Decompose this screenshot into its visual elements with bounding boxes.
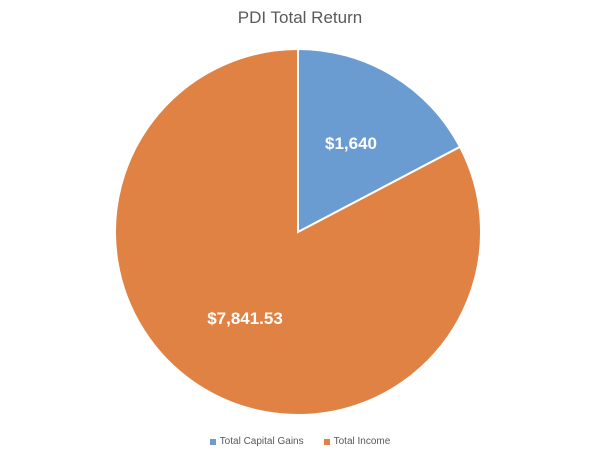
pie-slice-total-capital-gains [297,47,462,234]
legend-item-total-income: Total Income [323,436,391,447]
legend: Total Capital Gains Total Income [0,436,600,447]
data-label-total-income: $7,841.53 [207,309,283,328]
legend-label: Total Income [333,436,391,447]
legend-swatch [209,438,216,445]
legend-label: Total Capital Gains [219,436,304,447]
pie-slice-total-income [114,47,482,416]
chart-title: PDI Total Return [237,8,363,27]
data-label-total-capital-gains: $1,640 [325,134,377,153]
legend-item-total-capital-gains: Total Capital Gains [209,436,304,447]
legend-swatch [323,438,330,445]
